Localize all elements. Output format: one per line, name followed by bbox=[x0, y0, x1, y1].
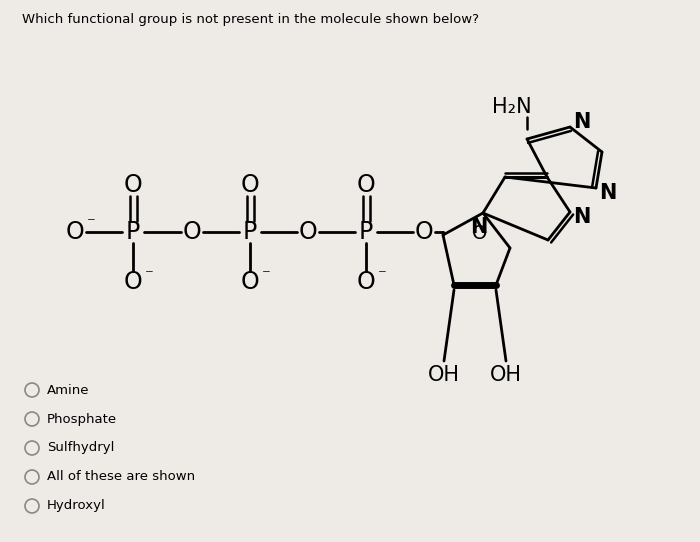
Text: O: O bbox=[241, 270, 260, 294]
Text: ⁻: ⁻ bbox=[262, 266, 271, 284]
Text: O: O bbox=[356, 173, 375, 197]
Text: ⁻: ⁻ bbox=[145, 266, 154, 284]
Text: O: O bbox=[124, 173, 142, 197]
Text: P: P bbox=[359, 220, 373, 244]
Text: O: O bbox=[124, 270, 142, 294]
Text: O: O bbox=[414, 220, 433, 244]
Text: OH: OH bbox=[428, 365, 460, 385]
Text: N: N bbox=[573, 112, 591, 132]
Text: P: P bbox=[126, 220, 140, 244]
Text: H₂N: H₂N bbox=[492, 97, 532, 117]
Text: Phosphate: Phosphate bbox=[47, 412, 117, 425]
Text: O: O bbox=[472, 224, 487, 243]
Text: OH: OH bbox=[490, 365, 522, 385]
Text: All of these are shown: All of these are shown bbox=[47, 470, 195, 483]
Text: Hydroxyl: Hydroxyl bbox=[47, 500, 106, 513]
Text: O: O bbox=[241, 173, 260, 197]
Text: O: O bbox=[299, 220, 317, 244]
Text: P: P bbox=[243, 220, 257, 244]
Text: O: O bbox=[183, 220, 202, 244]
Text: O: O bbox=[66, 220, 85, 244]
Text: N: N bbox=[573, 207, 591, 227]
Text: ⁻: ⁻ bbox=[378, 266, 386, 284]
Text: Which functional group is not present in the molecule shown below?: Which functional group is not present in… bbox=[22, 13, 479, 26]
Text: N: N bbox=[470, 217, 488, 237]
Text: O: O bbox=[356, 270, 375, 294]
Text: N: N bbox=[599, 183, 617, 203]
Text: Sulfhydryl: Sulfhydryl bbox=[47, 442, 114, 455]
Text: ⁻: ⁻ bbox=[87, 214, 96, 232]
Text: Amine: Amine bbox=[47, 384, 90, 397]
